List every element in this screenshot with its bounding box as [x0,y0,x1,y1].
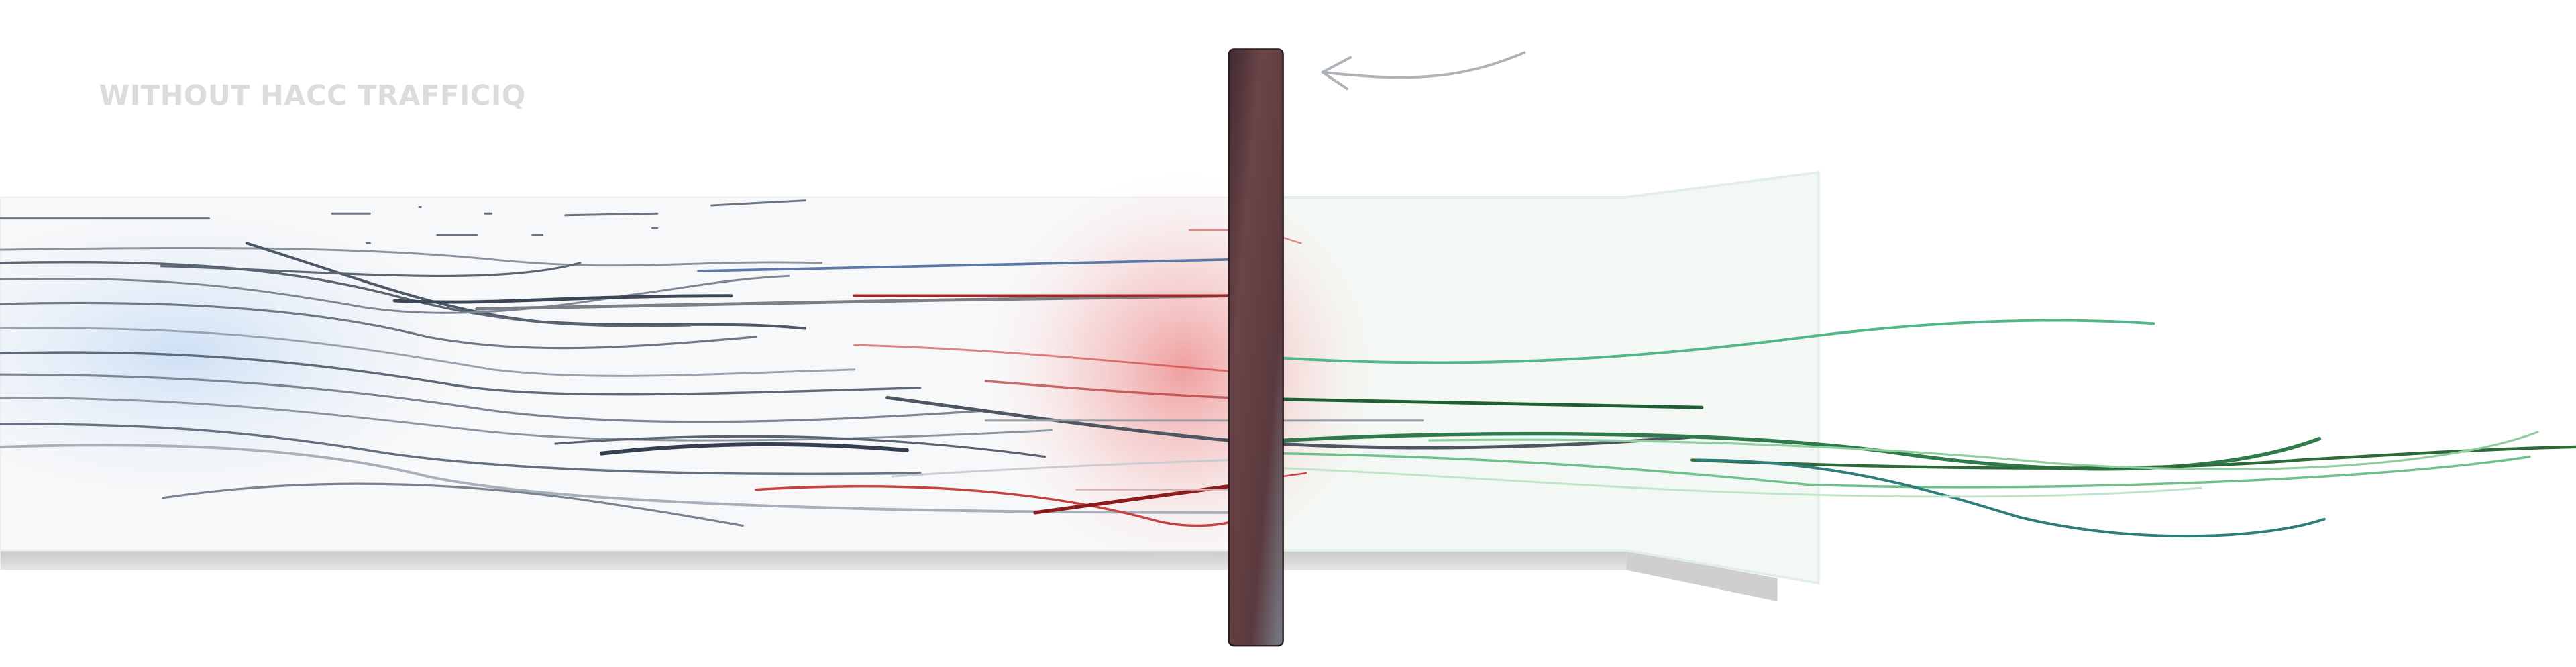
road-shadow [0,550,1627,570]
glow [985,172,1381,567]
flow-line [160,262,582,277]
flow-line [1282,467,2202,498]
flow-line [0,260,692,327]
flow-line [0,351,922,396]
barrier [1228,48,1284,647]
flow-line [891,459,1230,478]
flow-line [697,258,1230,272]
flow-line [0,373,987,423]
flow-line [0,444,1230,514]
title: WITHOUT HACC TRAFFICIQ [99,79,525,112]
flow-line [599,442,909,456]
flow-line [0,422,922,476]
road-shadow [1626,550,1778,602]
flow-line [984,380,1230,399]
flow-line [554,435,1046,458]
flow-line [392,294,733,304]
flow-line [1695,458,2326,538]
flow-line [1428,431,2539,470]
flow-lines [0,199,1694,527]
flow-line [331,199,806,244]
flow-line [0,246,823,267]
flow-lines [1281,319,2576,538]
flow-lines [755,229,1307,527]
flow-line [755,485,1230,527]
direction-arrow [1321,51,1526,91]
flow-line [853,344,1230,372]
flow-line [1282,472,1307,478]
flow-line [1281,397,1704,409]
flow-line [162,482,744,527]
flow-line [1281,452,2531,489]
flow-line [1281,319,2155,364]
flow-line [475,294,1231,311]
flow-line [0,327,856,377]
flow-line [1690,445,2576,470]
flow-line [0,274,790,314]
flow-line [0,301,757,350]
